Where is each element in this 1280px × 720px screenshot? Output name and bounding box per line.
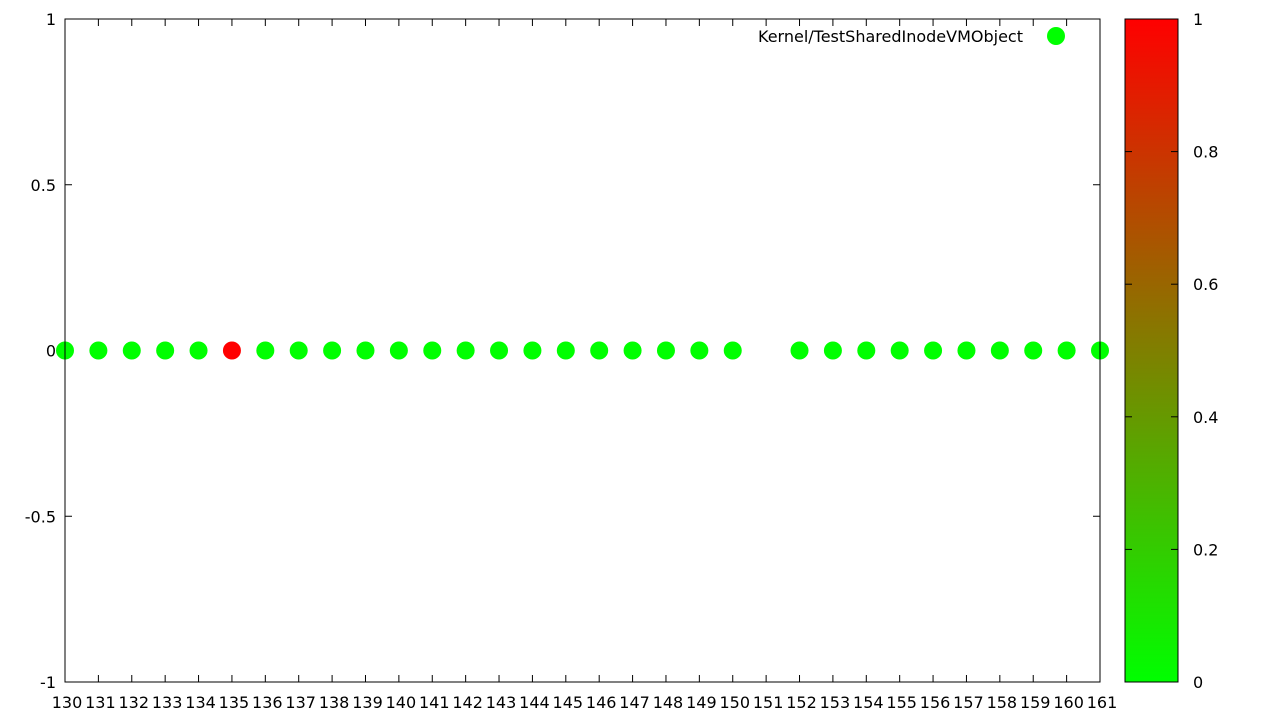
x-tick-label: 140 [386, 693, 417, 712]
colorbar-tick-label: 0.6 [1193, 275, 1218, 294]
x-tick-label: 161 [1087, 693, 1118, 712]
x-axis-ticks: 130 131 132 133 134 135 136 137 138 139 140 141 142 1… [52, 19, 1118, 712]
data-point [1057, 341, 1076, 360]
legend: Kernel/TestSharedInodeVMObject [758, 27, 1065, 46]
data-point [256, 341, 275, 360]
data-point [356, 341, 375, 360]
plot-border [64, 18, 1101, 683]
x-tick-label: 135 [219, 693, 250, 712]
x-tick-label: 139 [352, 693, 383, 712]
y-tick-label: -1 [40, 673, 56, 692]
colorbar-tick-label: 0 [1193, 673, 1203, 692]
legend-marker [1047, 27, 1065, 45]
x-tick-label: 148 [653, 693, 684, 712]
data-point [890, 341, 909, 360]
data-point [456, 341, 475, 360]
data-point [556, 341, 575, 360]
x-tick-label: 160 [1053, 693, 1084, 712]
x-tick-label: 137 [285, 693, 316, 712]
data-point [323, 341, 342, 360]
x-tick-label: 141 [419, 693, 450, 712]
data-point [289, 341, 308, 360]
data-point [222, 341, 241, 360]
x-tick-label: 157 [953, 693, 984, 712]
x-tick-label: 149 [686, 693, 717, 712]
data-point [790, 341, 809, 360]
x-tick-label: 130 [52, 693, 83, 712]
y-tick-label: -0.5 [25, 507, 56, 526]
x-tick-label: 142 [452, 693, 483, 712]
data-point [723, 341, 742, 360]
colorbar-ticks: 0 0.2 0.4 0.6 0.8 1 [1125, 10, 1218, 692]
data-point [690, 341, 709, 360]
data-point [857, 341, 876, 360]
plot-background [65, 19, 1100, 682]
x-tick-label: 146 [586, 693, 617, 712]
colorbar-gradient [1124, 18, 1179, 683]
data-point [990, 341, 1009, 360]
data-point [156, 341, 175, 360]
x-tick-label: 152 [786, 693, 817, 712]
y-axis-ticks: -1 -0.5 0 0.5 1 [25, 10, 1100, 692]
x-tick-label: 132 [119, 693, 150, 712]
colorbar-tick-label: 0.8 [1193, 143, 1218, 162]
data-point [1024, 341, 1043, 360]
x-tick-label: 154 [853, 693, 884, 712]
data-point [924, 341, 943, 360]
x-tick-label: 144 [519, 693, 550, 712]
data-point [957, 341, 976, 360]
data-point [189, 341, 208, 360]
y-tick-label: 0.5 [31, 176, 56, 195]
legend-label: Kernel/TestSharedInodeVMObject [758, 27, 1023, 46]
colorbar-tick-label: 1 [1193, 10, 1203, 29]
x-tick-label: 155 [886, 693, 917, 712]
data-point [423, 341, 442, 360]
x-tick-label: 156 [920, 693, 951, 712]
data-point [490, 341, 509, 360]
x-tick-label: 134 [185, 693, 216, 712]
data-points [56, 341, 1109, 360]
data-point [590, 341, 609, 360]
colorbar: 0 0.2 0.4 0.6 0.8 1 [1124, 10, 1218, 692]
colorbar-tick-label: 0.4 [1193, 408, 1218, 427]
y-tick-label: 0 [46, 342, 56, 361]
x-tick-label: 138 [319, 693, 350, 712]
x-tick-label: 151 [753, 693, 784, 712]
x-tick-label: 145 [553, 693, 584, 712]
data-point [389, 341, 408, 360]
data-point [656, 341, 675, 360]
data-point [89, 341, 108, 360]
x-tick-label: 158 [987, 693, 1018, 712]
x-tick-label: 131 [85, 693, 116, 712]
x-tick-label: 159 [1020, 693, 1051, 712]
x-tick-label: 143 [486, 693, 517, 712]
x-tick-label: 153 [820, 693, 851, 712]
x-tick-label: 150 [719, 693, 750, 712]
x-tick-label: 147 [619, 693, 650, 712]
y-tick-label: 1 [46, 10, 56, 29]
x-tick-label: 133 [152, 693, 183, 712]
data-point [623, 341, 642, 360]
colorbar-tick-label: 0.2 [1193, 540, 1218, 559]
data-point [122, 341, 141, 360]
x-tick-label: 136 [252, 693, 283, 712]
data-point [523, 341, 542, 360]
data-point [823, 341, 842, 360]
